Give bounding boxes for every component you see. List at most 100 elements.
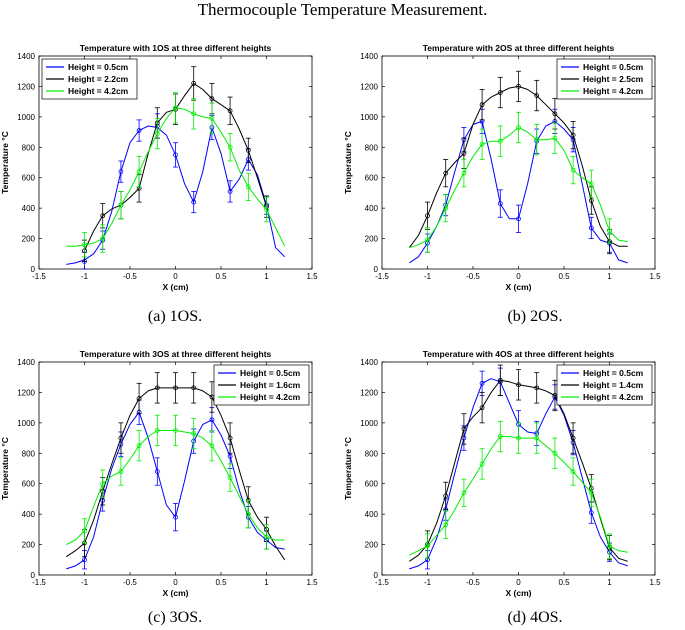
legend-entry: Height = 0.5cm xyxy=(68,62,129,72)
data-point xyxy=(118,435,124,441)
y-tick-label: 200 xyxy=(365,235,379,244)
data-point xyxy=(154,131,160,136)
legend-entry: Height = 0.5cm xyxy=(583,62,644,72)
data-point xyxy=(154,428,160,433)
x-tick-label: -0.5 xyxy=(123,272,137,281)
data-point xyxy=(136,128,142,133)
series-line-2 xyxy=(66,387,286,561)
legend-entry: Height = 1.6cm xyxy=(240,380,301,390)
legend-box xyxy=(556,58,653,100)
data-point xyxy=(479,461,485,467)
x-tick-label: -1.5 xyxy=(32,578,46,587)
data-point xyxy=(607,543,612,549)
data-point xyxy=(607,228,612,234)
y-axis-label: Temperature °C xyxy=(0,131,10,194)
y-tick-label: 200 xyxy=(22,541,36,550)
data-point xyxy=(534,435,540,441)
y-tick-label: 1200 xyxy=(360,82,378,91)
data-point xyxy=(191,111,197,117)
data-point xyxy=(443,170,449,176)
legend-entry: Height = 4.2cm xyxy=(68,86,129,96)
data-point xyxy=(552,111,558,117)
legend-entry: Height = 4.2cm xyxy=(240,392,301,402)
data-point xyxy=(227,435,233,441)
x-tick-label: 0.5 xyxy=(558,578,570,587)
data-point xyxy=(534,137,540,143)
x-tick-label: 1.5 xyxy=(649,272,661,281)
data-point xyxy=(173,152,178,158)
chart-title: Temperature with 3OS at three different … xyxy=(80,349,272,359)
data-point xyxy=(264,534,269,540)
data-point xyxy=(245,184,251,190)
chart-title: Temperature with 4OS at three different … xyxy=(423,349,615,359)
x-tick-label: -1.5 xyxy=(375,578,389,587)
y-axis-label: Temperature °C xyxy=(0,437,10,500)
caption-2os: (b) 2OS. xyxy=(507,308,563,325)
y-tick-label: 1000 xyxy=(17,113,35,122)
x-tick-label: 1 xyxy=(607,272,612,281)
y-tick-label: 1400 xyxy=(17,358,35,367)
y-tick-label: 0 xyxy=(374,571,379,580)
data-point xyxy=(100,481,106,487)
data-point xyxy=(570,167,576,173)
y-tick-label: 400 xyxy=(22,204,36,213)
data-point xyxy=(191,80,197,86)
y-tick-label: 1000 xyxy=(360,113,378,122)
data-point xyxy=(209,115,215,121)
y-tick-label: 200 xyxy=(365,541,379,550)
data-point xyxy=(516,435,521,441)
x-axis-label: X (cm) xyxy=(506,282,532,292)
data-point xyxy=(191,199,197,205)
data-point xyxy=(588,181,594,187)
data-point xyxy=(570,132,576,138)
data-point xyxy=(461,490,467,496)
legend: Height = 0.5cm Height = 2.5cm Height = 4.2… xyxy=(556,58,653,100)
data-point xyxy=(497,434,503,439)
x-tick-label: 0 xyxy=(516,578,521,587)
x-tick-label: 1 xyxy=(264,272,269,281)
data-point xyxy=(552,450,558,456)
data-point xyxy=(82,557,87,563)
data-point xyxy=(497,377,503,383)
legend-entry: Height = 2.2cm xyxy=(68,74,129,84)
data-point xyxy=(136,169,142,175)
data-point xyxy=(209,443,215,449)
chart-panel-3os: Temperature with 3OS at three different … xyxy=(0,349,318,598)
y-tick-label: 600 xyxy=(22,174,36,183)
y-tick-label: 400 xyxy=(22,510,36,519)
y-tick-label: 800 xyxy=(365,449,379,458)
chart-panel-2os: Temperature with 2OS at three different … xyxy=(343,43,661,292)
x-tick-label: -0.5 xyxy=(466,272,480,281)
series-line-1 xyxy=(409,378,628,570)
y-tick-label: 800 xyxy=(22,143,36,152)
x-tick-label: -1 xyxy=(81,578,89,587)
data-point xyxy=(443,493,449,499)
y-tick-label: 800 xyxy=(22,449,36,458)
x-tick-label: 1.5 xyxy=(306,578,318,587)
data-point xyxy=(173,385,178,391)
data-point xyxy=(173,105,178,111)
data-point xyxy=(136,443,142,449)
chart-title: Temperature with 2OS at three different … xyxy=(423,43,615,53)
data-point xyxy=(443,522,449,528)
data-point xyxy=(588,510,594,516)
y-tick-label: 1400 xyxy=(17,52,35,61)
x-tick-label: 1 xyxy=(264,578,269,587)
y-tick-label: 400 xyxy=(365,204,379,213)
y-tick-label: 200 xyxy=(22,235,36,244)
data-point xyxy=(227,475,233,481)
chart-panel-4os: Temperature with 4OS at three different … xyxy=(343,349,661,598)
data-point xyxy=(552,135,558,141)
data-point xyxy=(191,431,197,436)
data-point xyxy=(154,385,160,391)
x-tick-label: 1.5 xyxy=(306,272,318,281)
caption-4os: (d) 4OS. xyxy=(507,609,563,626)
y-tick-label: 1200 xyxy=(17,388,35,397)
data-point xyxy=(245,147,251,153)
y-tick-label: 0 xyxy=(31,571,36,580)
legend-entry: Height = 0.5cm xyxy=(240,368,301,378)
y-tick-label: 0 xyxy=(374,265,379,274)
y-tick-label: 0 xyxy=(31,265,36,274)
data-point xyxy=(588,225,594,231)
data-point xyxy=(534,93,540,98)
